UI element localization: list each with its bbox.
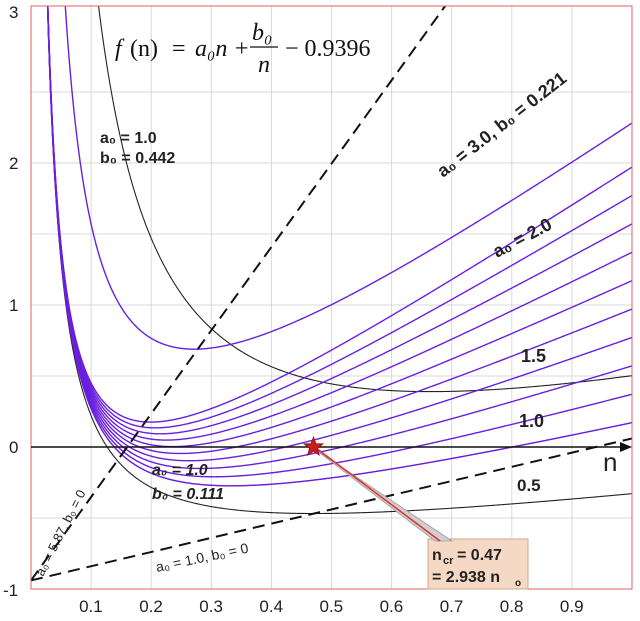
ncr-pointer-line xyxy=(315,447,441,542)
dashed-line xyxy=(31,437,632,582)
tick-labels: 0.1 0.2 0.3 0.4 0.5 0.6 0.7 0.8 0.9 3 2 1 0 -1 xyxy=(3,3,584,616)
x-tick-label: 0.6 xyxy=(380,597,404,616)
axis-arrow xyxy=(620,442,632,452)
y-tick-label: 1 xyxy=(9,296,18,315)
critical-point-star xyxy=(302,435,325,457)
series-line xyxy=(47,6,632,441)
formula-arg: (n) xyxy=(130,36,158,62)
ncr-note-box xyxy=(427,538,529,590)
label-10: 1.0 xyxy=(519,411,544,431)
label-n-axis: n xyxy=(603,447,617,477)
series-line xyxy=(47,6,632,423)
x-tick-label: 0.7 xyxy=(440,597,464,616)
dashed-line xyxy=(31,6,447,582)
label-a0-1-mid: a₀ = 1.0 xyxy=(152,462,208,479)
series-line xyxy=(47,6,632,435)
x-tick-label: 0.1 xyxy=(79,597,103,616)
label-a0-2: a₀ = 2.0 xyxy=(489,214,555,262)
series-line xyxy=(47,6,632,515)
formula-eq: = xyxy=(172,36,186,62)
label-a0-1: a₀ = 1.0 xyxy=(100,130,157,147)
y-tick-label: 2 xyxy=(9,154,18,173)
series-line xyxy=(47,6,632,448)
series-line xyxy=(47,6,632,429)
y-tick-label: 0 xyxy=(9,438,18,457)
ncr-label-sub: cr xyxy=(443,555,454,567)
ncr-label-n: n xyxy=(432,547,442,564)
formula-frac-den: n xyxy=(258,52,270,78)
label-dash-steep: a₀ = 5.87, b₀ = 0 xyxy=(32,487,88,578)
ncr-label-sub2: o xyxy=(515,578,521,589)
x-tick-label: 0.4 xyxy=(259,597,283,616)
label-b0-0442: b₀ = 0.442 xyxy=(100,150,175,167)
ncr-label-value: = 0.47 xyxy=(457,547,502,564)
series-line xyxy=(46,6,632,470)
series-line xyxy=(46,6,632,487)
dashed-lines xyxy=(31,6,632,582)
label-05: 0.5 xyxy=(517,476,541,495)
formula-f: f xyxy=(115,36,125,62)
label-b0-0111: b₀ = 0.111 xyxy=(152,486,224,503)
ncr-label-ratio: = 2.938 n xyxy=(432,569,500,586)
x-tick-label: 0.9 xyxy=(560,597,584,616)
x-tick-label: 0.5 xyxy=(320,597,344,616)
plot-frame xyxy=(30,5,633,590)
series-line xyxy=(64,6,632,350)
axes xyxy=(30,5,633,590)
x-tick-label: 0.3 xyxy=(199,597,223,616)
formula-a0n: a₀n + xyxy=(195,36,250,62)
formula-tail: − 0.9396 xyxy=(285,36,371,62)
x-tick-label: 0.2 xyxy=(139,597,163,616)
curves xyxy=(46,6,632,515)
label-15: 1.5 xyxy=(521,346,546,366)
series-line xyxy=(46,6,632,462)
y-tick-label: 3 xyxy=(9,3,18,22)
label-dash-shallow: a₀ = 1.0, b₀ = 0 xyxy=(154,540,250,575)
x-tick-label: 0.8 xyxy=(500,597,524,616)
y-tick-label: -1 xyxy=(3,581,18,600)
series-line xyxy=(97,6,632,393)
label-a0-3: a₀ = 3.0, b₀ = 0.221 xyxy=(433,68,570,181)
formula-frac-num: b₀ xyxy=(252,20,272,46)
